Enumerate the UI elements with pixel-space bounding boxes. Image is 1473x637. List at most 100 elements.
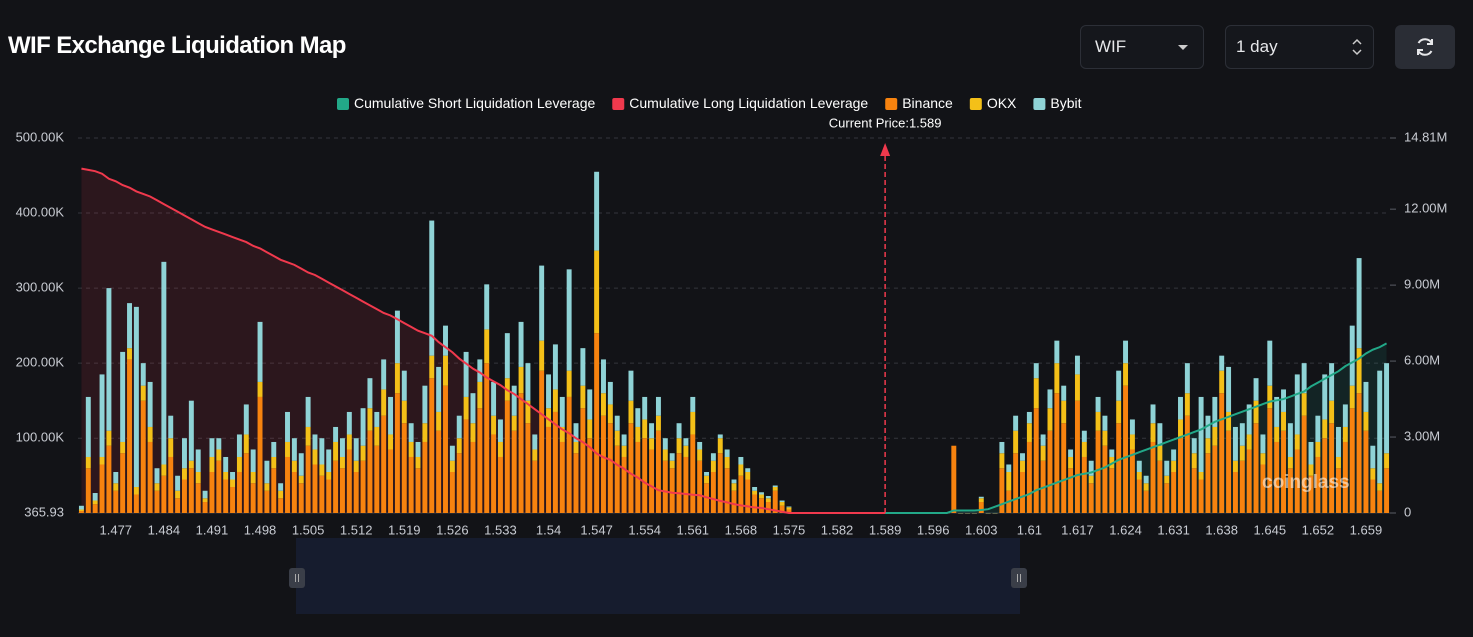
symbol-value: WIF: [1095, 37, 1127, 56]
bar-segment: [1150, 404, 1156, 424]
bar-segment: [1356, 258, 1362, 349]
symbol-select[interactable]: WIF: [1080, 25, 1204, 69]
bar-segment: [333, 441, 339, 461]
bar-segment: [765, 496, 771, 499]
bar-segment: [1102, 445, 1108, 513]
bar-segment: [236, 456, 242, 472]
bar-segment: [635, 426, 641, 442]
bar-segment: [168, 415, 174, 439]
y2-tick-label: 9.00M: [1404, 277, 1440, 292]
bar-segment: [436, 430, 442, 513]
bar-segment: [655, 430, 661, 513]
bar-segment: [1212, 396, 1218, 427]
bar-segment: [951, 445, 957, 513]
bar-segment: [394, 393, 400, 513]
bar-segment: [147, 426, 153, 442]
x-tick-label: 1.652: [1302, 522, 1335, 537]
bar-segment: [1322, 438, 1328, 513]
bar-segment: [298, 453, 304, 476]
bar-segment: [401, 423, 407, 513]
y-tick-label: 365.93: [24, 504, 64, 519]
bar-segment: [717, 434, 723, 439]
bar-segment: [236, 471, 242, 513]
bar-segment: [133, 306, 139, 488]
bar-segment: [333, 426, 339, 442]
bar-segment: [731, 483, 737, 491]
bar-segment: [772, 487, 778, 491]
bar-segment: [690, 411, 696, 435]
slider-handle[interactable]: [1011, 568, 1027, 588]
bar-segment: [477, 381, 483, 409]
bar-segment: [765, 502, 771, 513]
bar-segment: [339, 468, 345, 513]
bar-segment: [443, 325, 448, 356]
bar-segment: [470, 423, 476, 442]
bar-segment: [1061, 423, 1067, 513]
slider-handle[interactable]: [289, 568, 305, 588]
bar-segment: [394, 363, 400, 394]
bar-segment: [367, 408, 373, 431]
bar-segment: [484, 284, 490, 330]
bar-segment: [312, 464, 318, 513]
bar-segment: [1287, 456, 1293, 469]
bar-segment: [580, 348, 586, 386]
bar-segment: [85, 396, 91, 457]
bar-segment: [161, 475, 167, 513]
bar-segment: [99, 464, 105, 513]
bar-segment: [120, 351, 126, 442]
bar-segment: [230, 487, 236, 513]
bar-segment: [271, 456, 277, 469]
x-tick-label: 1.582: [821, 522, 854, 537]
bar-segment: [504, 400, 510, 513]
range-slider[interactable]: [296, 538, 1020, 614]
x-tick-label: 1.519: [388, 522, 421, 537]
x-tick-label: 1.54: [536, 522, 561, 537]
bar-segment: [216, 438, 222, 450]
bar-segment: [1184, 363, 1190, 394]
bar-segment: [1301, 415, 1307, 513]
bar-segment: [573, 453, 579, 513]
bar-segment: [1363, 430, 1369, 513]
bar-segment: [326, 471, 332, 480]
bar-segment: [1020, 453, 1025, 461]
bar-segment: [319, 464, 325, 476]
bar-segment: [1074, 400, 1080, 513]
bar-segment: [504, 333, 510, 379]
refresh-button[interactable]: [1395, 25, 1455, 69]
bar-segment: [1239, 445, 1245, 461]
y2-tick-label: 6.00M: [1404, 353, 1440, 368]
bar-segment: [463, 419, 469, 513]
bar-segment: [1349, 385, 1355, 409]
bar-segment: [168, 438, 174, 457]
bar-segment: [106, 288, 112, 431]
bar-segment: [1006, 471, 1012, 491]
interval-select[interactable]: 1 day: [1225, 25, 1374, 69]
bar-segment: [456, 438, 462, 454]
bar-segment: [209, 456, 215, 472]
bar-segment: [1054, 393, 1060, 513]
bar-segment: [209, 471, 215, 513]
bar-segment: [374, 411, 380, 427]
bar-segment: [360, 408, 366, 446]
bar-segment: [202, 498, 208, 503]
bar-segment: [601, 359, 606, 394]
bar-segment: [484, 329, 490, 364]
bar-segment: [429, 378, 435, 513]
bar-segment: [1239, 423, 1245, 446]
bar-segment: [230, 471, 236, 480]
bar-segment: [154, 490, 160, 513]
bar-segment: [1198, 479, 1204, 513]
bar-segment: [779, 500, 785, 503]
bar-segment: [429, 355, 435, 379]
bar-segment: [168, 456, 174, 513]
bar-segment: [1054, 363, 1060, 394]
bar-segment: [1013, 453, 1019, 513]
bar-segment: [697, 460, 703, 513]
bar-segment: [470, 393, 476, 424]
x-tick-label: 1.645: [1254, 522, 1287, 537]
bar-segment: [106, 445, 112, 513]
bar-segment: [312, 449, 318, 465]
bar-segment: [175, 490, 181, 499]
legend-label: OKX: [987, 95, 1017, 111]
